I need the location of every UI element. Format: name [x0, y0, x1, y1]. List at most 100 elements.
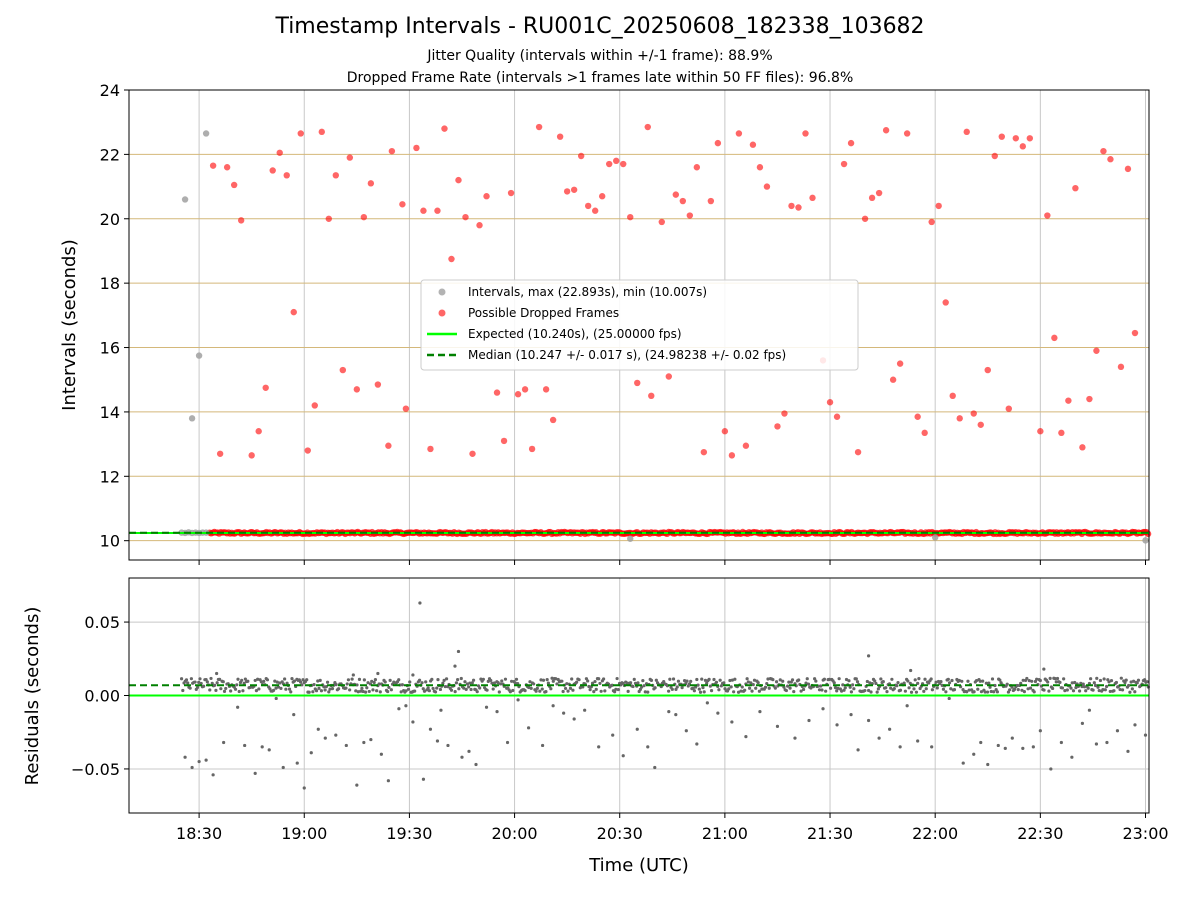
residual-point — [355, 783, 359, 787]
residual-band-point — [188, 686, 192, 690]
residual-band-point — [990, 677, 995, 681]
residual-band-point — [992, 690, 996, 694]
residual-band-point — [316, 679, 320, 683]
residual-band-point — [240, 678, 244, 682]
residual-band-point — [1120, 688, 1125, 692]
residual-band-point — [242, 681, 246, 685]
residual-point — [495, 710, 499, 714]
residual-band-point — [535, 686, 539, 691]
residual-band-point — [592, 690, 596, 694]
residual-band-point — [587, 684, 591, 689]
dropped-frame-point — [500, 437, 508, 445]
dropped-frame-point — [1019, 143, 1027, 150]
residual-band-point — [824, 689, 828, 693]
intervals-y-tick-label: 10 — [100, 532, 120, 551]
dropped-frame-point — [1072, 184, 1079, 192]
residual-band-point — [540, 687, 544, 691]
residual-point — [972, 752, 976, 756]
dropped-frame-point — [749, 141, 757, 148]
dropped-frame-point — [455, 176, 462, 184]
residual-band-point — [839, 689, 844, 693]
dropped-frame-point — [413, 144, 420, 152]
residual-band-point — [214, 688, 218, 692]
residual-band-point — [290, 676, 294, 681]
residual-band-point — [876, 687, 881, 691]
residual-band-point — [400, 683, 405, 687]
residual-band-point — [745, 677, 749, 681]
dropped-frame-point — [388, 147, 396, 155]
residual-band-point — [998, 678, 1002, 682]
residual-band-point — [1048, 676, 1052, 680]
residual-point — [1042, 667, 1046, 671]
residual-band-point — [626, 689, 630, 694]
residual-point — [551, 704, 555, 708]
residual-band-point — [189, 677, 193, 681]
intervals-y-tick-label: 20 — [100, 210, 120, 229]
residual-band-point — [837, 677, 841, 681]
residual-band-point — [590, 681, 595, 685]
residual-band-point — [279, 686, 283, 690]
residual-band-point — [1028, 686, 1033, 690]
residual-band-point — [555, 682, 559, 686]
residual-band-point — [848, 685, 852, 689]
residual-band-point — [820, 688, 824, 692]
residual-band-point — [1089, 677, 1093, 681]
residual-band-point — [417, 678, 422, 682]
dropped-frame-point — [570, 186, 578, 193]
intervals-y-tick-label: 24 — [100, 81, 120, 100]
dropped-frame-point — [493, 389, 501, 396]
residual-band-point — [902, 681, 906, 685]
residual-band-point — [972, 690, 976, 694]
intervals-y-ticks: 10 12 14 16 18 20 22 24 — [100, 81, 129, 551]
residual-band-point — [1060, 686, 1065, 690]
residual-band-point — [827, 677, 831, 681]
legend-item-intervals: Intervals, max (22.893s), min (10.007s) — [438, 285, 707, 299]
interval-point — [627, 535, 634, 542]
residual-band-point — [844, 677, 849, 682]
residual-band-point — [1022, 690, 1026, 694]
dropped-frame-points — [209, 123, 1139, 459]
residual-band-point — [298, 680, 303, 684]
dropped-frame-point — [875, 189, 883, 197]
residual-band-point — [348, 688, 352, 692]
residual-band-point — [797, 678, 801, 682]
residual-point — [835, 723, 839, 727]
residual-point — [484, 705, 489, 709]
residual-point — [807, 718, 811, 723]
residual-point — [758, 710, 762, 714]
residual-band-point — [868, 681, 872, 685]
residual-point — [1080, 721, 1085, 726]
residual-band-point — [406, 687, 411, 691]
residual-band-point — [869, 690, 873, 694]
dropped-frame-point — [921, 429, 928, 437]
dropped-frame-point — [665, 373, 672, 380]
dropped-frame-point — [469, 450, 476, 457]
residual-band-point — [508, 690, 512, 694]
residual-band-point — [989, 689, 993, 694]
residual-band-point — [722, 681, 726, 685]
residual-band-point — [914, 690, 919, 694]
residual-point — [267, 748, 271, 752]
residual-band-point — [459, 676, 463, 681]
residual-band-point — [237, 689, 241, 694]
residual-band-point — [1107, 680, 1111, 684]
residual-band-point — [1095, 676, 1099, 680]
x-tick-label: 20:30 — [597, 824, 643, 843]
residual-band-point — [241, 689, 245, 693]
residual-band-point — [271, 688, 276, 692]
residual-point — [439, 708, 443, 712]
intervals-panel: 10 12 14 16 18 20 22 24 Intervals (seconds) Int… — [59, 81, 1152, 565]
residual-band-point — [674, 687, 678, 692]
residual-point — [856, 748, 860, 752]
residual-band-point — [1035, 677, 1039, 681]
residual-point — [418, 601, 422, 605]
residual-point — [334, 733, 338, 737]
residual-band-point — [929, 677, 933, 681]
residual-band-point — [941, 687, 946, 691]
residual-point — [905, 704, 909, 708]
residual-band-point — [712, 677, 716, 682]
residual-band-point — [1128, 690, 1132, 694]
residual-band-point — [649, 678, 654, 682]
residual-point — [667, 710, 671, 714]
